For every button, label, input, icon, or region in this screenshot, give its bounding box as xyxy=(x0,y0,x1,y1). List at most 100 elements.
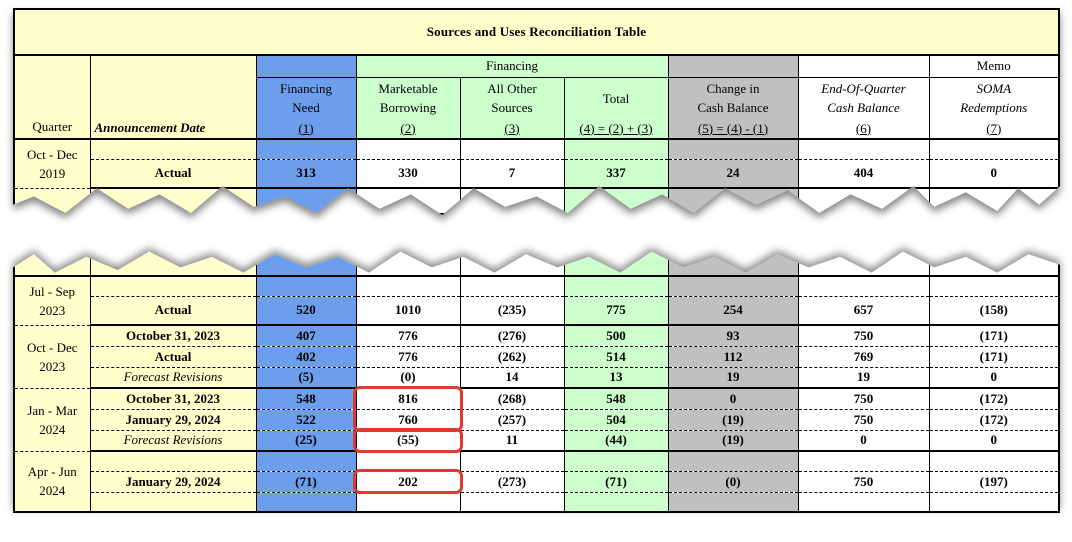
quarter-cell: Apr - Jun 2024 xyxy=(13,451,91,513)
value-cell-marketable-borrowing xyxy=(355,492,461,513)
value-cell-end-of-quarter-cash-balance: 0 xyxy=(797,430,930,452)
value-cell-financing-need: (71) xyxy=(255,471,357,493)
torn-stub-cell xyxy=(13,251,91,277)
change-group-spacer xyxy=(667,55,799,78)
value-cell-all-other-sources: (235) xyxy=(459,296,565,326)
torn-stub-cell xyxy=(89,188,257,214)
torn-stub-cell xyxy=(797,251,930,277)
announcement-cell: October 31, 2023 xyxy=(89,388,257,410)
table-row: Jan - Mar 2024 October 31, 2023 548 816 (268)… xyxy=(13,388,1060,452)
value-cell-financing-need: 407 xyxy=(255,325,357,347)
torn-stub-row xyxy=(13,188,1060,214)
quarter-label-line2: 2024 xyxy=(39,421,66,437)
value-cell-all-other-sources xyxy=(459,139,565,160)
reconciliation-table-top: Sources and Uses Reconciliation Table Qu… xyxy=(13,8,1060,215)
column-header-marketable-borrowing: Marketable Borrowing xyxy=(355,77,461,119)
value-cell-all-other-sources: (268) xyxy=(459,388,565,410)
value-cell-end-of-quarter-cash-balance: 750 xyxy=(797,388,930,410)
table-row: Actual 313 330 7 337 24 404 0 xyxy=(14,159,1060,189)
value-cell-financing-need: 402 xyxy=(255,346,357,368)
value-cell-total: 337 xyxy=(563,159,669,189)
financing-group-label: Financing xyxy=(355,55,669,78)
torn-stub-cell xyxy=(563,251,669,277)
value-cell-soma-redemptions: 0 xyxy=(928,367,1060,389)
quarter-cell: Oct - Dec 2019 xyxy=(13,139,91,189)
torn-edge-bottom: Sources and Uses Reconciliation Table Qu… xyxy=(13,8,1060,215)
torn-stub-cell xyxy=(928,188,1060,214)
value-cell-total: 548 xyxy=(563,388,669,410)
value-cell-end-of-quarter-cash-balance: 750 xyxy=(797,471,930,493)
column-number-row: (1) (2) (3) (4) = (2) + (3) (5) = (4) - … xyxy=(14,119,1060,140)
column-header-all-other-sources: All Other Sources xyxy=(459,77,565,119)
column-number-label: (5) = (4) - (1) xyxy=(697,120,769,136)
value-cell-total xyxy=(563,451,669,472)
value-cell-marketable-borrowing: 776 xyxy=(355,325,461,347)
torn-stub-cell xyxy=(928,251,1060,277)
memo-group-label: Memo xyxy=(928,55,1060,78)
value-cell-total: (44) xyxy=(563,430,669,452)
column-number-6: (6) xyxy=(797,119,930,140)
value-cell-financing-need xyxy=(255,276,357,297)
value-cell-soma-redemptions: (158) xyxy=(928,296,1060,326)
value-cell-financing-need: (5) xyxy=(255,367,357,389)
column-header-line1: Change in xyxy=(706,81,760,97)
value-cell-soma-redemptions xyxy=(928,276,1060,297)
table-row: January 29, 2024 (71) 202 (273) (71) (0) 750 (1… xyxy=(14,471,1060,493)
value-cell-total: 500 xyxy=(563,325,669,347)
value-cell-soma-redemptions: 0 xyxy=(928,430,1060,452)
value-cell-change-in-cash-balance xyxy=(667,139,799,160)
value-cell-marketable-borrowing xyxy=(355,276,461,297)
value-cell-end-of-quarter-cash-balance: 750 xyxy=(797,409,930,431)
value-cell-change-in-cash-balance: 93 xyxy=(667,325,799,347)
table-row: Forecast Revisions (5) (0) 14 13 19 19 0 xyxy=(14,367,1060,389)
value-cell-soma-redemptions: 0 xyxy=(928,159,1060,189)
column-header-line2: Need xyxy=(292,100,320,116)
announcement-date-header-label: Announcement Date xyxy=(94,120,206,135)
column-name-row: Financing Need Marketable Borrowing All … xyxy=(14,77,1060,119)
value-cell-financing-need: 313 xyxy=(255,159,357,189)
quarter-label-line2: 2023 xyxy=(39,358,66,374)
column-number-3: (3) xyxy=(459,119,565,140)
quarter-label-line1: Apr - Jun xyxy=(27,464,77,480)
column-number-label: (1) xyxy=(298,120,314,136)
column-number-5: (5) = (4) - (1) xyxy=(667,119,799,140)
column-number-label: (4) = (2) + (3) xyxy=(579,120,653,136)
torn-stub-cell xyxy=(459,188,565,214)
value-cell-change-in-cash-balance: (0) xyxy=(667,471,799,493)
table-row: Oct - Dec 2023 October 31, 2023 407 776 (276)… xyxy=(13,325,1060,389)
column-number-2: (2) xyxy=(355,119,461,140)
column-header-line1: Marketable xyxy=(378,81,438,97)
value-cell-change-in-cash-balance: (19) xyxy=(667,430,799,452)
page-title: Sources and Uses Reconciliation Table xyxy=(13,9,1060,56)
column-header-change-in-cash-balance: Change in Cash Balance xyxy=(667,77,799,119)
column-header-line1: All Other xyxy=(487,81,537,97)
value-cell-change-in-cash-balance xyxy=(667,492,799,513)
column-header-line2: Redemptions xyxy=(960,100,1028,116)
value-cell-all-other-sources xyxy=(459,276,565,297)
announcement-cell: Actual xyxy=(89,296,257,326)
value-cell-all-other-sources: (273) xyxy=(459,471,565,493)
quarter-label-line2: 2024 xyxy=(39,483,66,499)
column-header-line1: SOMA xyxy=(976,81,1012,97)
torn-stub-cell xyxy=(797,188,930,214)
torn-paper-top-section: Sources and Uses Reconciliation Table Qu… xyxy=(13,8,1060,215)
announcement-cell: Forecast Revisions xyxy=(89,430,257,452)
column-header-line2: Cash Balance xyxy=(697,100,769,116)
value-cell-change-in-cash-balance: 24 xyxy=(667,159,799,189)
quarter-label-line1: Oct - Dec xyxy=(26,339,78,355)
value-cell-financing-need: 520 xyxy=(255,296,357,326)
value-cell-soma-redemptions xyxy=(928,451,1060,472)
torn-stub-cell xyxy=(13,188,91,214)
value-cell-financing-need: (25) xyxy=(255,430,357,452)
value-cell-end-of-quarter-cash-balance xyxy=(797,276,930,297)
announcement-cell: Actual xyxy=(89,346,257,368)
table-row: Actual 402 776 (262) 514 112 769 (171) xyxy=(14,346,1060,368)
column-header-line2: Borrowing xyxy=(379,100,437,116)
column-header-line1: End-Of-Quarter xyxy=(821,81,906,97)
value-cell-all-other-sources xyxy=(459,492,565,513)
column-header-line1: Financing xyxy=(280,81,332,97)
value-cell-end-of-quarter-cash-balance: 19 xyxy=(797,367,930,389)
value-cell-financing-need xyxy=(255,492,357,513)
table-row: Jul - Sep 2023 xyxy=(13,276,1060,326)
value-cell-total: 514 xyxy=(563,346,669,368)
